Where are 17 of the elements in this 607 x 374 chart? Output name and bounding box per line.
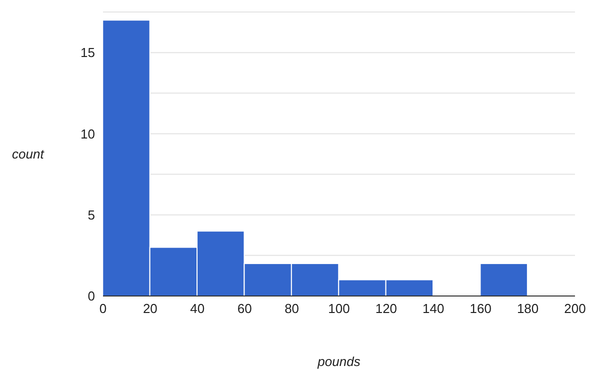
x-tick-label: 200 xyxy=(564,301,586,316)
x-tick-label: 180 xyxy=(516,301,539,316)
x-tick-label: 20 xyxy=(142,301,158,316)
x-tick-label: 160 xyxy=(470,301,492,316)
x-tick-label: 120 xyxy=(375,301,398,316)
y-tick-label: 0 xyxy=(88,288,95,304)
y-tick-label: 10 xyxy=(80,126,95,142)
x-tick-label: 60 xyxy=(237,301,252,316)
y-tick-label: 15 xyxy=(80,45,95,60)
x-axis-title: pounds xyxy=(316,354,361,369)
x-tick-label: 0 xyxy=(99,301,107,316)
x-tick-label: 40 xyxy=(190,301,205,316)
x-tick-label: 100 xyxy=(328,301,350,316)
x-tick-label: 140 xyxy=(422,301,444,316)
x-tick-label: 80 xyxy=(284,301,300,316)
y-tick-label: 5 xyxy=(88,207,95,222)
y-axis-title: count xyxy=(12,146,46,162)
